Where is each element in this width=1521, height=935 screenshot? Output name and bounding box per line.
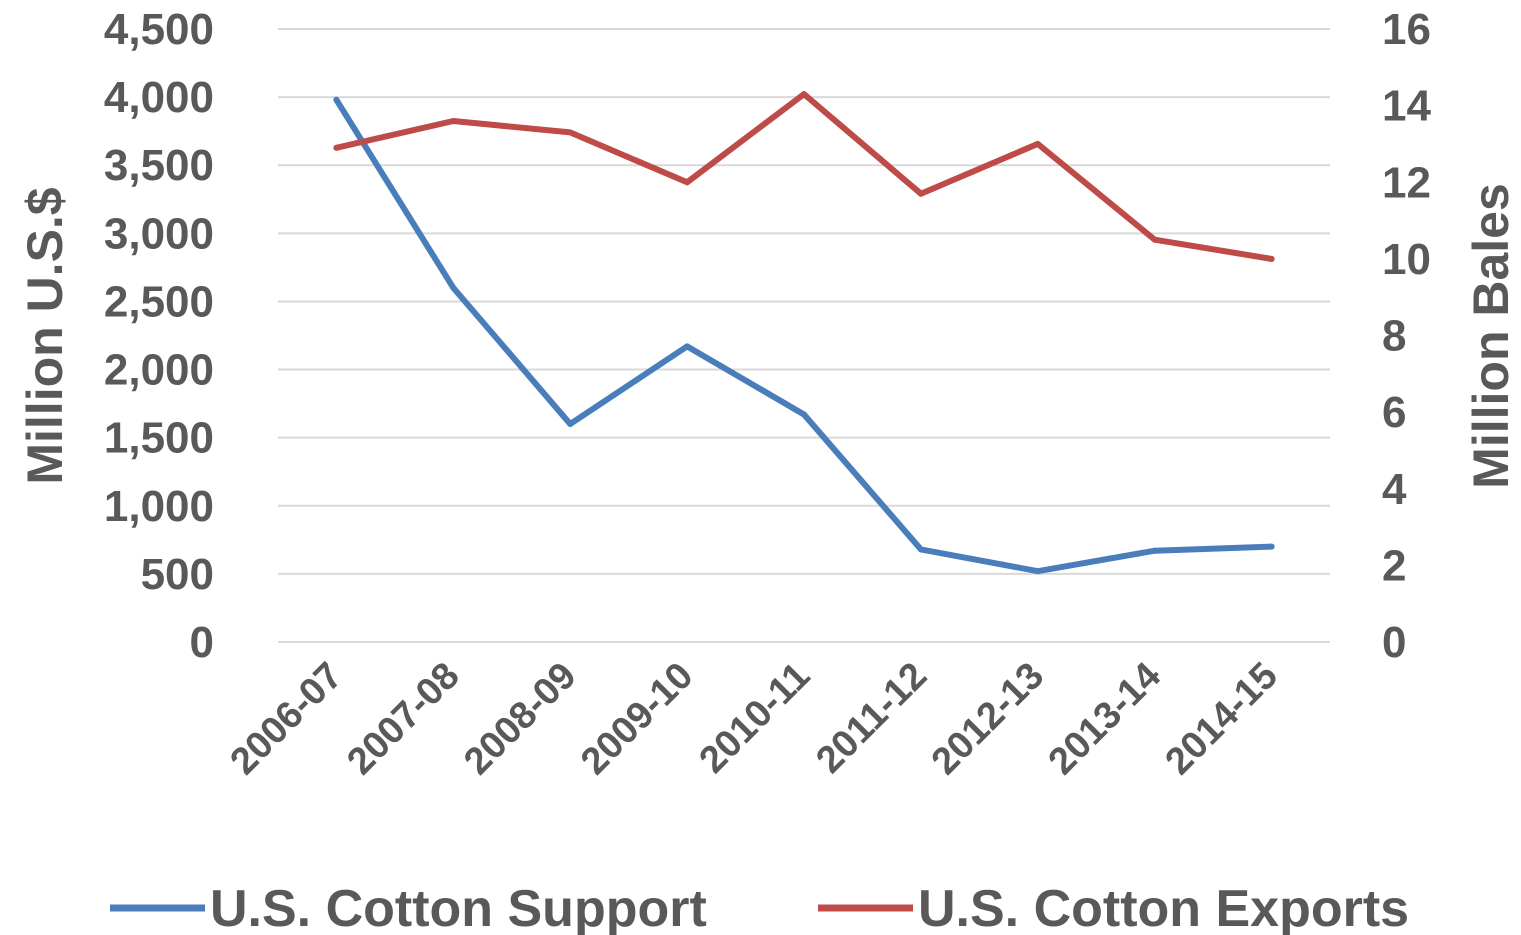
right-axis-title: Million Bales (1463, 183, 1519, 489)
category-tick-label: 2010-11 (692, 655, 819, 782)
right-tick-label: 16 (1382, 5, 1431, 54)
series-line-support (333, 96, 1275, 575)
series-lines (333, 91, 1275, 575)
left-tick-label: 3,000 (104, 209, 214, 258)
category-tick-label: 2009-10 (573, 655, 701, 783)
right-tick-label: 0 (1382, 618, 1406, 667)
left-tick-label: 4,500 (104, 5, 214, 54)
data-point (1268, 255, 1275, 262)
data-point (1151, 236, 1158, 243)
left-tick-label: 2,500 (104, 277, 214, 326)
data-point (333, 96, 340, 103)
data-point (917, 546, 924, 553)
left-axis-title: Million U.S.$ (17, 187, 73, 484)
category-tick-label: 2014-15 (1158, 655, 1286, 783)
right-axis-ticks: 0 2 4 6 8 10 12 14 16 (1382, 5, 1431, 667)
right-tick-label: 14 (1382, 82, 1431, 131)
data-point (567, 129, 574, 136)
right-tick-label: 8 (1382, 312, 1406, 361)
left-tick-label: 1,000 (104, 482, 214, 531)
data-point (801, 411, 807, 418)
left-tick-label: 500 (141, 550, 214, 599)
data-point (333, 144, 340, 151)
data-point (450, 117, 457, 124)
right-tick-label: 4 (1382, 465, 1407, 514)
category-tick-label: 2011-12 (808, 655, 935, 782)
data-point (917, 190, 924, 197)
data-point (567, 421, 574, 428)
legend-label-exports: U.S. Cotton Exports (918, 880, 1409, 935)
data-point (801, 91, 807, 98)
category-tick-label: 2013-14 (1041, 655, 1169, 783)
category-tick-label: 2006-07 (222, 655, 350, 783)
right-tick-label: 2 (1382, 541, 1406, 590)
category-tick-label: 2007-08 (339, 655, 467, 783)
data-point (1034, 568, 1041, 575)
data-point (1034, 140, 1041, 147)
left-tick-label: 2,000 (104, 346, 214, 395)
right-tick-label: 6 (1382, 388, 1406, 437)
category-axis-ticks: 2006-072007-082008-092009-102010-112011-… (222, 655, 1285, 783)
right-tick-label: 10 (1382, 235, 1431, 284)
legend: U.S. Cotton Support U.S. Cotton Exports (110, 880, 1409, 935)
category-tick-label: 2012-13 (924, 655, 1052, 783)
left-tick-label: 1,500 (104, 414, 214, 463)
data-point (684, 179, 691, 186)
category-tick-label: 2008-09 (456, 655, 584, 783)
left-tick-label: 3,500 (104, 141, 214, 190)
legend-label-support: U.S. Cotton Support (210, 880, 707, 935)
data-point (450, 284, 457, 291)
left-tick-label: 0 (190, 618, 214, 667)
data-point (1151, 547, 1158, 554)
left-tick-label: 4,000 (104, 73, 214, 122)
left-axis-ticks: 0 500 1,000 1,500 2,000 2,500 3,000 3,500 4,000 4… (104, 5, 214, 667)
data-point (1268, 543, 1275, 550)
data-point (684, 343, 691, 350)
right-tick-label: 12 (1382, 158, 1431, 207)
